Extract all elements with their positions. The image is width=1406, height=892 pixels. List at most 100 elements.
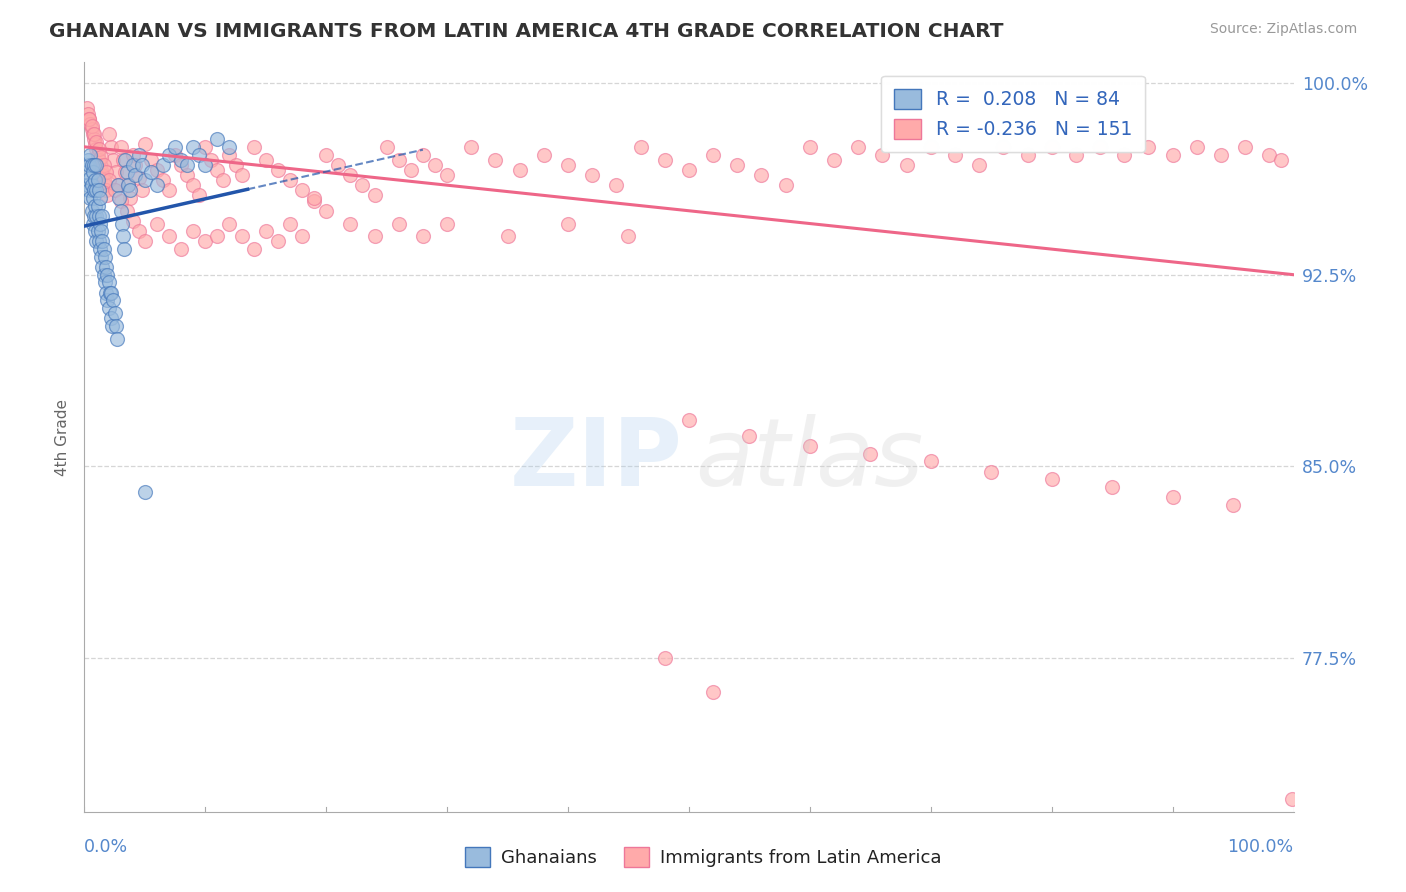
Point bbox=[1137, 140, 1160, 154]
Point bbox=[82, 127, 104, 141]
Point bbox=[738, 429, 761, 443]
Point bbox=[799, 140, 821, 154]
Point bbox=[90, 224, 112, 238]
Point bbox=[87, 153, 110, 167]
Point bbox=[112, 242, 135, 256]
Point bbox=[678, 413, 700, 427]
Point bbox=[89, 191, 111, 205]
Point bbox=[107, 178, 129, 193]
Point bbox=[104, 318, 127, 333]
Point bbox=[1040, 140, 1063, 154]
Point bbox=[115, 203, 138, 218]
Point bbox=[128, 224, 150, 238]
Point bbox=[170, 242, 193, 256]
Point bbox=[423, 158, 446, 172]
Point bbox=[86, 183, 108, 197]
Point bbox=[1209, 147, 1232, 161]
Point bbox=[80, 120, 103, 134]
Point bbox=[496, 229, 519, 244]
Point bbox=[339, 168, 361, 182]
Point bbox=[77, 153, 100, 167]
Point bbox=[110, 140, 132, 154]
Point bbox=[1270, 153, 1292, 167]
Point bbox=[617, 229, 640, 244]
Point bbox=[134, 173, 156, 187]
Point bbox=[436, 168, 458, 182]
Point bbox=[100, 285, 122, 300]
Point bbox=[112, 153, 135, 167]
Point bbox=[242, 140, 264, 154]
Point bbox=[76, 165, 98, 179]
Point bbox=[328, 158, 350, 172]
Point bbox=[1040, 472, 1063, 486]
Point bbox=[702, 147, 724, 161]
Point bbox=[207, 229, 229, 244]
Point bbox=[77, 112, 100, 126]
Point bbox=[89, 242, 111, 256]
Point bbox=[91, 168, 114, 182]
Point bbox=[702, 684, 724, 698]
Point bbox=[128, 170, 150, 185]
Point bbox=[98, 285, 121, 300]
Point bbox=[96, 188, 118, 202]
Point bbox=[77, 112, 100, 126]
Point bbox=[103, 293, 125, 308]
Point bbox=[1101, 480, 1123, 494]
Point bbox=[188, 188, 211, 202]
Point bbox=[90, 250, 112, 264]
Point bbox=[267, 235, 290, 249]
Point bbox=[97, 127, 120, 141]
Point bbox=[84, 173, 107, 187]
Point bbox=[225, 158, 247, 172]
Point bbox=[157, 147, 180, 161]
Point bbox=[188, 147, 211, 161]
Point bbox=[363, 229, 385, 244]
Point bbox=[100, 140, 122, 154]
Point bbox=[131, 158, 153, 172]
Point bbox=[89, 158, 111, 172]
Point bbox=[993, 140, 1015, 154]
Point bbox=[79, 117, 101, 131]
Point bbox=[103, 153, 125, 167]
Point bbox=[104, 183, 127, 197]
Point bbox=[399, 162, 422, 177]
Point bbox=[131, 183, 153, 197]
Point bbox=[194, 140, 217, 154]
Point bbox=[200, 153, 222, 167]
Point bbox=[90, 150, 112, 164]
Point bbox=[176, 158, 198, 172]
Point bbox=[1234, 140, 1257, 154]
Point bbox=[194, 235, 217, 249]
Point bbox=[212, 173, 235, 187]
Point bbox=[117, 178, 139, 193]
Point bbox=[267, 162, 290, 177]
Point bbox=[114, 153, 136, 167]
Point bbox=[139, 165, 162, 179]
Text: GHANAIAN VS IMMIGRANTS FROM LATIN AMERICA 4TH GRADE CORRELATION CHART: GHANAIAN VS IMMIGRANTS FROM LATIN AMERIC… bbox=[49, 22, 1004, 41]
Point bbox=[859, 447, 882, 461]
Point bbox=[509, 162, 531, 177]
Point bbox=[388, 217, 411, 231]
Point bbox=[278, 217, 301, 231]
Point bbox=[77, 106, 100, 120]
Point bbox=[93, 268, 115, 282]
Point bbox=[751, 168, 773, 182]
Point bbox=[152, 158, 174, 172]
Point bbox=[120, 191, 142, 205]
Point bbox=[1161, 490, 1184, 504]
Point bbox=[134, 137, 156, 152]
Point bbox=[96, 293, 118, 308]
Point bbox=[86, 173, 108, 187]
Point bbox=[176, 168, 198, 182]
Point bbox=[302, 191, 325, 205]
Point bbox=[412, 147, 434, 161]
Point bbox=[93, 158, 115, 172]
Point bbox=[83, 183, 105, 197]
Point bbox=[799, 439, 821, 453]
Point bbox=[77, 183, 100, 197]
Point bbox=[86, 147, 108, 161]
Point bbox=[83, 127, 105, 141]
Point bbox=[896, 158, 918, 172]
Text: ZIP: ZIP bbox=[510, 414, 683, 506]
Point bbox=[218, 147, 240, 161]
